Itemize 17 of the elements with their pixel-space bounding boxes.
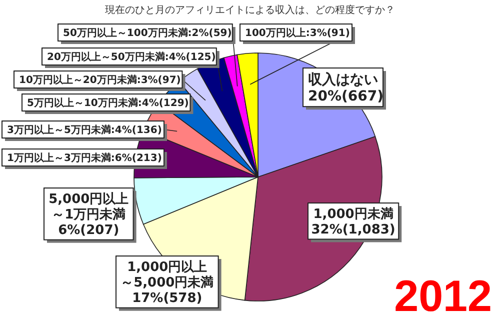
slice-label: 50万円以上～100万円未満:2%(59) <box>63 27 232 40</box>
data-label: 17%(578) <box>132 291 202 306</box>
data-label: 20%(667) <box>308 88 384 105</box>
slice-label: 5,000円以上～1万円未満 <box>48 192 129 223</box>
chart-title: 現在のひと月のアフィリエイトによる収入は、どの程度ですか？ <box>105 4 395 16</box>
slice-label: 20万円以上～50万円未満:4%(125) <box>47 51 216 64</box>
slice-label: 1,000円未満 <box>313 206 394 222</box>
slice-label: 100万円以上:3%(91) <box>245 27 350 40</box>
slice-label: 3万円以上～5万円未満:4%(136) <box>7 124 162 136</box>
text: 2012 <box>394 272 492 320</box>
slice-label: 収入はない <box>308 72 378 88</box>
data-label: 32%(1,083) <box>311 222 396 238</box>
slice-label: 10万円以上～20万円未満:3%(97) <box>19 74 181 86</box>
slice-label: 1,000円以上～5,000円未満 <box>120 260 214 291</box>
data-label: 6%(207) <box>58 223 120 238</box>
slice-label: 1万円以上～3万円未満:6%(213) <box>7 152 162 164</box>
slice-label: 5万円以上～10万円未満:4%(129) <box>27 97 189 110</box>
